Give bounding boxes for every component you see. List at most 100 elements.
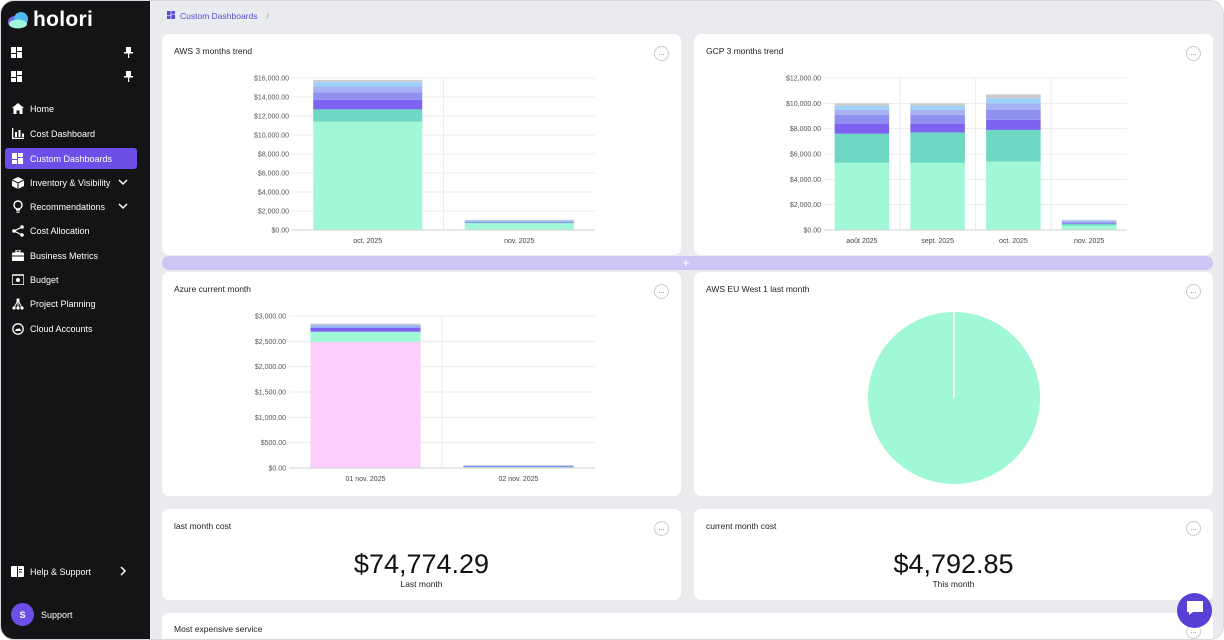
sidebar-item-label: Project Planning — [30, 298, 96, 309]
y-tick-label: $3,000.00 — [255, 314, 286, 321]
y-tick-label: $16,000.00 — [254, 76, 289, 83]
more-icon[interactable]: ... — [1186, 46, 1201, 61]
chevron-right-icon[interactable] — [117, 565, 129, 577]
breadcrumb-separator: / — [266, 11, 269, 21]
user-menu[interactable]: S Support — [11, 603, 73, 626]
bar-segment — [834, 133, 890, 163]
gcp-trend-chart: $0.00 $2,000.00 $4,000.00 $6,000.00 $8,000.0… — [786, 76, 1127, 245]
logo[interactable]: holori — [7, 7, 93, 33]
card-title: Most expensive service — [174, 624, 263, 634]
bar-segment — [834, 123, 890, 134]
bar-segment — [310, 331, 421, 342]
bar-segment — [464, 223, 574, 230]
more-icon[interactable]: ... — [654, 521, 669, 536]
chevron-down-icon[interactable] — [117, 200, 129, 212]
sidebar-item-label: Cost Dashboard — [30, 128, 96, 139]
y-tick-label: $6,000.00 — [258, 171, 289, 178]
sidebar-item-inventory[interactable]: Inventory & Visibility — [5, 172, 137, 193]
bar-segment — [986, 161, 1041, 230]
y-tick-label: $14,000.00 — [254, 95, 289, 102]
aws-trend-chart: $0.00 $2,000.00 $4,000.00 $6,000.00 $8,000.0… — [254, 76, 595, 245]
x-tick-label: nov. 2025 — [1074, 238, 1104, 245]
pin-icon[interactable] — [124, 69, 133, 87]
sidebar-item-project-planning[interactable]: Project Planning — [5, 293, 137, 314]
y-tick-label: $2,000.00 — [255, 364, 286, 371]
bar-segment — [313, 86, 423, 93]
chat-icon — [1186, 600, 1204, 621]
card-title: Azure current month — [174, 284, 252, 294]
sidebar-item-cost-dashboard[interactable]: Cost Dashboard — [5, 123, 137, 144]
y-tick-label: $2,000.00 — [790, 202, 821, 209]
sidebar-item-label: Inventory & Visibility — [30, 177, 111, 188]
card-title: AWS 3 months trend — [174, 46, 253, 56]
bar-segment — [463, 466, 574, 468]
dashboard-icon — [11, 152, 24, 165]
card-title: AWS EU West 1 last month — [706, 284, 810, 294]
more-icon[interactable]: ... — [1186, 284, 1201, 299]
gcp-trend-card: GCP 3 months trend ... $0.00 $2,000.00 $4,… — [694, 34, 1213, 255]
bar-segment — [986, 98, 1041, 104]
bar-segment — [1061, 225, 1117, 230]
x-tick-label: sept. 2025 — [921, 238, 954, 245]
bar-segment — [463, 465, 574, 466]
breadcrumb-link[interactable]: Custom Dashboards — [180, 11, 258, 21]
bar-segment — [310, 327, 421, 332]
sidebar-item-label: Help & Support — [30, 566, 92, 577]
bar-segment — [1061, 220, 1117, 222]
more-icon[interactable]: ... — [654, 284, 669, 299]
x-tick-label: 02 nov. 2025 — [499, 476, 539, 483]
more-icon[interactable]: ... — [1186, 521, 1201, 536]
bar-segment — [313, 81, 423, 87]
bar-segment — [464, 222, 574, 223]
azure-current-chart: $0.00 $500.00 $1,000.00 $1,500.00 $2,000.00 $… — [255, 314, 595, 483]
bar-segment — [1061, 222, 1117, 224]
bar-segment — [464, 222, 574, 224]
more-icon[interactable]: ... — [654, 46, 669, 61]
hierarchy-icon — [11, 297, 24, 310]
bar-segment — [310, 323, 421, 326]
kpi-value: $4,792.85 — [893, 549, 1014, 579]
sidebar-item-home[interactable]: Home — [5, 98, 137, 119]
sidebar-item-business-metrics[interactable]: Business Metrics — [5, 245, 137, 266]
x-tick-label: oct. 2025 — [353, 238, 382, 245]
bar-segment — [313, 79, 423, 82]
bar-segment — [834, 109, 890, 115]
bar-segment — [1061, 219, 1117, 221]
briefcase-icon — [11, 249, 24, 262]
sidebar-item-help-support[interactable]: Help & Support — [5, 561, 137, 582]
bar-segment — [1061, 221, 1117, 223]
bar-segment — [910, 109, 965, 115]
chevron-down-icon[interactable] — [117, 176, 129, 188]
last-month-cost-card: last month cost ... $74,774.29 Last mont… — [162, 509, 681, 600]
sidebar-item-label: Recommendations — [30, 201, 106, 212]
bar-segment — [910, 103, 965, 106]
x-tick-label: oct. 2025 — [999, 238, 1028, 245]
cube-icon — [11, 176, 24, 189]
lightbulb-icon — [11, 200, 24, 213]
bar-segment — [463, 466, 574, 468]
y-tick-label: $4,000.00 — [258, 190, 289, 197]
wallet-icon — [11, 273, 24, 286]
logo-text: holori — [33, 8, 94, 31]
pinned-dashboard-row[interactable] — [11, 47, 133, 61]
bar-segment — [910, 123, 965, 133]
chat-button[interactable] — [1177, 593, 1212, 628]
sidebar-item-label: Cost Allocation — [30, 225, 90, 236]
aws-eu-west-pie — [868, 312, 1041, 484]
sidebar-item-cost-allocation[interactable]: Cost Allocation — [5, 220, 137, 241]
sidebar-item-cloud-accounts[interactable]: Cloud Accounts — [5, 318, 137, 339]
sidebar-item-custom-dashboards[interactable]: Custom Dashboards — [5, 148, 137, 169]
y-tick-label: $6,000.00 — [790, 152, 821, 159]
sidebar: holori Home Cost Dashboard — [1, 1, 150, 639]
current-month-cost-card: current month cost ... $4,792.85 This mo… — [694, 509, 1213, 600]
pin-icon[interactable] — [124, 45, 133, 63]
sidebar-item-recommendations[interactable]: Recommendations — [5, 196, 137, 217]
add-row-handle[interactable]: + — [162, 255, 1213, 270]
bar-segment — [910, 114, 965, 124]
sidebar-item-budget[interactable]: Budget — [5, 269, 137, 290]
y-tick-label: $0.00 — [271, 228, 289, 235]
bar-segment — [310, 325, 421, 328]
plus-icon[interactable]: + — [682, 255, 690, 270]
pinned-dashboard-row[interactable] — [11, 71, 133, 85]
y-tick-label: $12,000.00 — [254, 114, 289, 121]
